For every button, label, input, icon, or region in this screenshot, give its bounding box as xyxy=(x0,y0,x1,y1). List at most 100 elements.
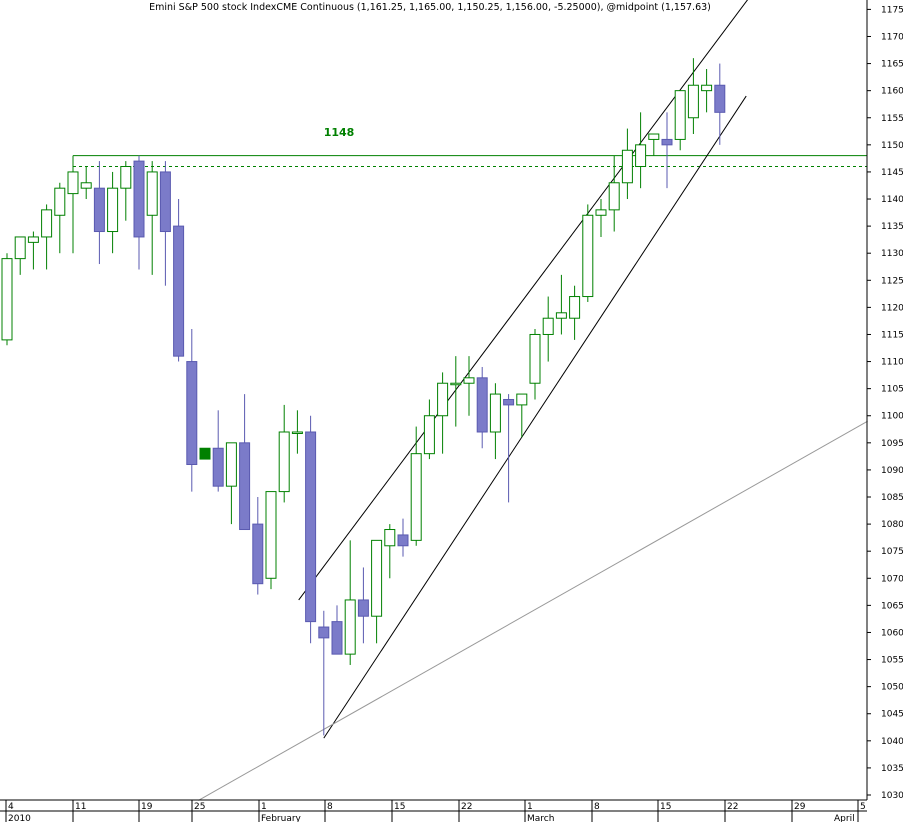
candle xyxy=(569,285,581,340)
x-tick-label: 4 xyxy=(8,802,14,812)
candle xyxy=(212,410,224,492)
x-tick-label: 22 xyxy=(727,802,738,812)
candle-body xyxy=(41,209,53,238)
candle xyxy=(133,155,145,270)
x-tick-label: 15 xyxy=(394,802,405,812)
candle-body xyxy=(133,160,145,238)
candle-body xyxy=(661,138,673,146)
candle xyxy=(107,171,119,254)
candle-body xyxy=(93,187,105,233)
x-month-label: April xyxy=(834,814,855,822)
candle xyxy=(582,204,594,302)
y-tick-label: 1125 xyxy=(881,276,903,286)
y-tick-label: 1100 xyxy=(881,412,903,422)
y-tick-label: 1045 xyxy=(881,710,903,720)
candle-body xyxy=(397,534,409,547)
x-tick-label: 15 xyxy=(660,802,671,812)
candle xyxy=(67,171,79,254)
candle xyxy=(225,442,237,525)
candle-body xyxy=(331,621,343,655)
x-month-label: 2010 xyxy=(8,814,31,822)
candle xyxy=(529,329,541,400)
candle xyxy=(41,204,53,270)
candle xyxy=(252,497,264,595)
candle-body xyxy=(146,171,158,216)
candle-body xyxy=(595,209,607,216)
candle xyxy=(331,605,343,655)
y-tick-label: 1085 xyxy=(881,493,903,503)
candle-body xyxy=(516,393,528,406)
candle-body xyxy=(305,431,317,623)
candle-body xyxy=(450,382,462,386)
candle-body xyxy=(569,296,581,319)
candle-body xyxy=(410,453,422,541)
candle xyxy=(159,161,171,286)
candle-body xyxy=(278,431,290,493)
y-tick-label: 1075 xyxy=(881,547,903,557)
candle-body xyxy=(252,523,264,585)
y-axis: 1030 1035 1040 1045 1050 1055 1060 1065 1070 1075… xyxy=(866,0,903,801)
x-tick-label: 22 xyxy=(461,802,472,812)
y-tick-label: 1095 xyxy=(881,439,903,449)
y-tick-label: 1055 xyxy=(881,656,903,666)
candle xyxy=(423,399,435,460)
candle-body xyxy=(173,225,185,357)
y-tick-label: 1060 xyxy=(881,628,903,638)
y-tick-label: 1050 xyxy=(881,683,903,693)
candle xyxy=(701,68,713,113)
candle xyxy=(173,199,185,362)
candle-body xyxy=(489,393,501,433)
candle-body xyxy=(27,236,39,243)
candle-body xyxy=(239,442,251,531)
y-tick-label: 1110 xyxy=(881,358,903,368)
lower-channel-line xyxy=(323,95,747,739)
candle xyxy=(291,410,303,454)
y-tick-label: 1120 xyxy=(881,303,903,313)
candle xyxy=(120,161,132,221)
candle xyxy=(27,231,39,270)
y-tick-label: 1115 xyxy=(881,330,903,340)
candle xyxy=(344,540,356,665)
candle xyxy=(687,58,699,135)
candle xyxy=(714,63,726,145)
candle-body xyxy=(503,398,515,406)
x-tick-label: 8 xyxy=(327,802,333,812)
x-tick-label: 11 xyxy=(75,802,86,812)
candle xyxy=(278,404,290,503)
candle-body xyxy=(344,599,356,655)
y-tick-label: 1130 xyxy=(881,249,903,259)
trendlines xyxy=(198,0,868,801)
candle xyxy=(476,366,488,449)
y-tick-label: 1140 xyxy=(881,195,903,205)
candle xyxy=(186,329,198,492)
candle-body xyxy=(701,84,713,92)
candle-body xyxy=(159,171,171,233)
x-axis: 4 11 19 25 1 8 15 22 1 8 15 22 29 5 2010 February March A… xyxy=(0,799,867,822)
candle-body xyxy=(674,90,686,140)
candle-body xyxy=(14,236,26,260)
candle-body xyxy=(357,599,369,617)
candle-body xyxy=(318,626,330,639)
y-tick-label: 1135 xyxy=(881,222,903,232)
candle-body xyxy=(107,187,119,233)
candle xyxy=(661,112,673,189)
candle-body xyxy=(423,415,435,455)
y-tick-label: 1170 xyxy=(881,32,903,42)
candle xyxy=(80,166,92,200)
candle-body xyxy=(54,187,66,216)
candle xyxy=(1,253,13,346)
candle xyxy=(463,356,475,416)
candle-body xyxy=(608,182,620,211)
y-tick-label: 1160 xyxy=(881,87,903,97)
x-tick-label: 25 xyxy=(194,802,205,812)
candle-body xyxy=(476,377,488,433)
x-tick-label: 19 xyxy=(141,802,153,812)
y-tick-label: 1150 xyxy=(881,141,903,151)
y-tick-label: 1165 xyxy=(881,60,903,70)
candle xyxy=(608,155,620,232)
x-month-label: March xyxy=(527,814,554,822)
candle-body xyxy=(621,149,633,184)
candle xyxy=(555,274,567,335)
candle-body xyxy=(80,182,92,189)
